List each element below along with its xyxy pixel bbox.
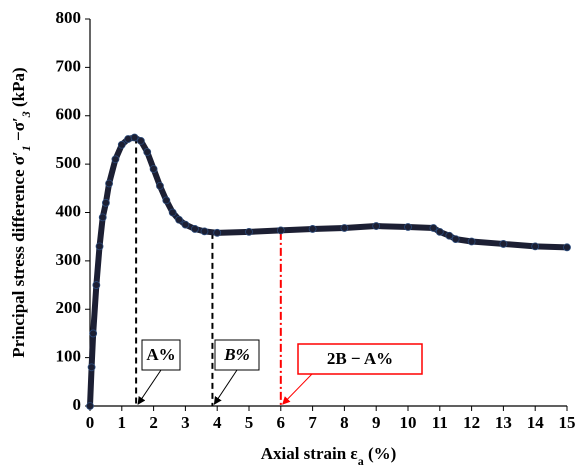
y-axis-label-part: −σ′ [9,117,28,145]
data-point [467,237,476,246]
x-tick-label: 9 [372,413,381,432]
y-tick-label: 200 [56,298,82,317]
data-point [92,281,101,289]
annotation-arrow [282,373,313,405]
data-point [563,243,571,252]
y-tick-label: 100 [56,347,82,366]
annotation-text: B% [223,345,250,364]
data-point [102,198,110,207]
x-tick-label: 7 [308,413,317,432]
data-point [111,155,120,164]
x-tick-label: 11 [432,413,448,432]
annotation-text: A% [146,345,175,364]
data-point [181,220,190,229]
x-tick-label: 5 [245,413,254,432]
data-point [191,225,199,233]
annotation-arrow [137,369,162,405]
data-point [175,215,183,224]
x-tick-label: 0 [86,413,95,432]
x-axis-label-part: a [358,454,364,467]
data-point [168,208,177,217]
y-tick-label: 300 [56,250,82,269]
data-point [117,140,126,149]
y-axis-label-part: 3 [19,111,33,118]
data-point [130,133,139,142]
y-tick-label: 800 [56,8,82,27]
data-point [531,242,540,251]
y-tick-label: 400 [56,201,82,220]
x-tick-label: 15 [559,413,576,432]
y-tick-label: 500 [56,153,82,172]
data-point [89,329,98,338]
data-point [308,225,317,233]
data-point [200,227,209,236]
data-point [162,196,171,205]
data-point [245,227,253,236]
y-tick-label: 600 [56,105,82,124]
data-point [86,402,94,410]
annotation-text: 2B − A% [327,349,393,368]
data-point [429,224,438,232]
data-point [499,240,508,248]
data-point [143,148,152,156]
x-tick-label: 3 [181,413,190,432]
data-point [340,224,349,232]
y-tick-label: 0 [73,395,82,414]
data-point [404,223,412,231]
annotation-box [141,339,181,371]
x-axis-label-part: Axial strain ε [261,444,358,463]
annotation-box [214,339,260,371]
data-point [213,228,222,237]
data-point [445,231,454,240]
x-tick-label: 4 [213,413,222,432]
y-axis-label: Principal stress difference σ′1 −σ′3 (kP… [9,67,33,357]
x-tick-label: 14 [527,413,545,432]
y-tick-label: 700 [56,56,82,75]
data-point [98,213,107,222]
x-tick-label: 6 [277,413,286,432]
y-axis-label-part: 1 [19,145,33,151]
data-point [105,179,113,188]
x-tick-label: 8 [340,413,349,432]
x-axis-label: Axial strain εa (%) [261,444,397,467]
data-point [451,235,460,244]
x-tick-label: 12 [463,413,480,432]
data-point [136,137,145,145]
y-axis-label-part: Principal stress difference σ′ [9,151,28,358]
annotation-box [297,343,423,375]
data-point [149,165,158,173]
data-point [87,363,96,372]
data-point [372,222,381,230]
data-point [124,135,133,143]
y-axis-label-part: (kPa) [9,67,28,111]
data-point [435,227,444,236]
data-point [276,226,285,235]
x-tick-label: 10 [400,413,417,432]
x-tick-label: 13 [495,413,512,432]
x-axis-label-part: (%) [364,444,397,463]
data-point [95,242,104,251]
x-tick-label: 1 [118,413,127,432]
data-point [156,181,164,190]
annotation-arrow [213,369,238,405]
x-tick-label: 2 [149,413,158,432]
